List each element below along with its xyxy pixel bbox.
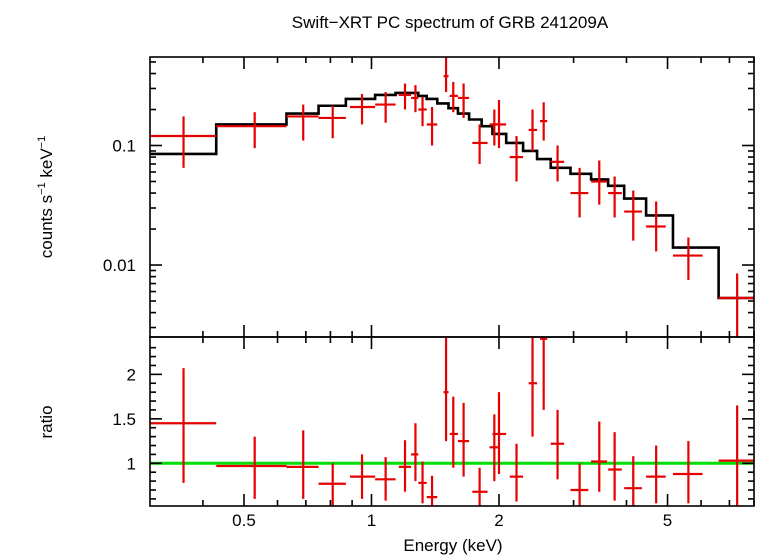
spectrum-data-crosses [150, 57, 754, 337]
ratio-point-14 [489, 414, 499, 482]
y-label-main: counts s [37, 195, 56, 258]
spectrum-point-12 [457, 83, 470, 118]
spectrum-point-2 [286, 104, 319, 141]
ratio-point-24 [646, 445, 666, 504]
spectrum-point-20 [570, 167, 589, 218]
ratio-y-tick-label: 1 [127, 454, 136, 473]
ratio-point-3 [318, 463, 346, 506]
model-step-line [150, 91, 754, 300]
ratio-point-21 [591, 421, 608, 492]
spectrum-point-8 [418, 96, 427, 127]
ratio-point-12 [457, 402, 470, 477]
ratio-point-25 [672, 441, 703, 504]
ratio-point-23 [624, 456, 642, 506]
spectrum-panel: 0.10.01 counts s−1 keV−1 [36, 56, 755, 338]
spectrum-point-25 [672, 237, 703, 280]
ratio-point-0 [150, 368, 217, 483]
chart-title: Swift−XRT PC spectrum of GRB 241209A [292, 13, 609, 32]
spectrum-point-15 [492, 100, 507, 149]
spectrum-y-axis-label: counts s−1 keV−1 [36, 136, 56, 258]
spectrum-point-3 [318, 105, 346, 139]
ratio-point-16 [509, 443, 524, 502]
spectrum-ticks [150, 57, 755, 337]
spectrum-point-10 [443, 57, 449, 93]
spectrum-point-0 [150, 116, 217, 168]
ratio-data-crosses [150, 337, 754, 506]
ratio-point-4 [350, 454, 376, 499]
ratio-point-26 [718, 405, 754, 506]
x-tick-label: 1 [367, 511, 376, 530]
ratio-point-19 [550, 409, 565, 480]
ratio-y-axis-label: ratio [37, 405, 56, 438]
spectrum-panel-frame [149, 56, 755, 338]
spectrum-point-7 [411, 85, 419, 113]
spectrum-y-tick-label: 0.1 [112, 136, 136, 155]
ratio-point-7 [411, 423, 419, 482]
ratio-point-17 [528, 337, 538, 437]
spectrum-point-17 [528, 109, 538, 151]
spectrum-y-tick-labels: 0.1 0.01 [103, 136, 136, 275]
x-tick-label: 0.5 [232, 511, 256, 530]
ratio-point-2 [286, 430, 319, 499]
spectrum-point-18 [540, 102, 548, 141]
ratio-point-18 [540, 337, 548, 410]
ratio-ticks [150, 337, 755, 506]
spectrum-point-16 [509, 136, 524, 182]
spectrum-point-24 [646, 201, 666, 252]
spectrum-point-21 [591, 160, 608, 205]
spectrum-model-steps [150, 91, 754, 300]
ratio-point-20 [570, 463, 589, 506]
spectrum-y-tick-label: 0.01 [103, 256, 136, 275]
ratio-point-22 [608, 432, 622, 501]
ratio-point-13 [472, 467, 488, 506]
ratio-y-tick-label: 1.5 [112, 410, 136, 429]
ratio-y-tick-labels: 11.52 [112, 365, 136, 473]
ratio-point-9 [426, 475, 438, 506]
ratio-panel: 11.52 0.5 1 2 5 ratio Energy (keV) [37, 336, 755, 555]
y-label-exp1: −1 [36, 182, 48, 195]
spectrum-point-23 [624, 190, 642, 241]
y-label-exp2: −1 [36, 136, 48, 149]
spectrum-point-19 [550, 145, 565, 182]
x-tick-labels: 0.5 1 2 5 [232, 511, 672, 530]
spectrum-point-1 [216, 112, 287, 149]
ratio-point-15 [492, 392, 507, 474]
x-tick-label: 5 [663, 511, 672, 530]
ratio-panel-frame [149, 336, 755, 507]
spectrum-point-4 [350, 93, 376, 125]
ratio-point-11 [449, 396, 458, 468]
ratio-y-tick-label: 2 [127, 365, 136, 384]
ratio-point-1 [216, 436, 287, 499]
spectrum-point-22 [608, 176, 622, 218]
spectrum-point-13 [472, 124, 488, 165]
ratio-point-10 [443, 337, 449, 442]
ratio-point-5 [375, 457, 396, 501]
spectrum-point-6 [398, 83, 412, 110]
spectrum-point-9 [426, 106, 438, 146]
spectrum-point-5 [375, 92, 396, 123]
ratio-point-8 [418, 461, 427, 504]
ratio-point-6 [398, 440, 412, 492]
x-tick-label: 2 [494, 511, 503, 530]
x-axis-label: Energy (keV) [403, 536, 502, 555]
y-label-mid: keV [37, 148, 56, 183]
spectrum-point-11 [449, 81, 458, 113]
spectrum-point-26 [718, 273, 754, 337]
